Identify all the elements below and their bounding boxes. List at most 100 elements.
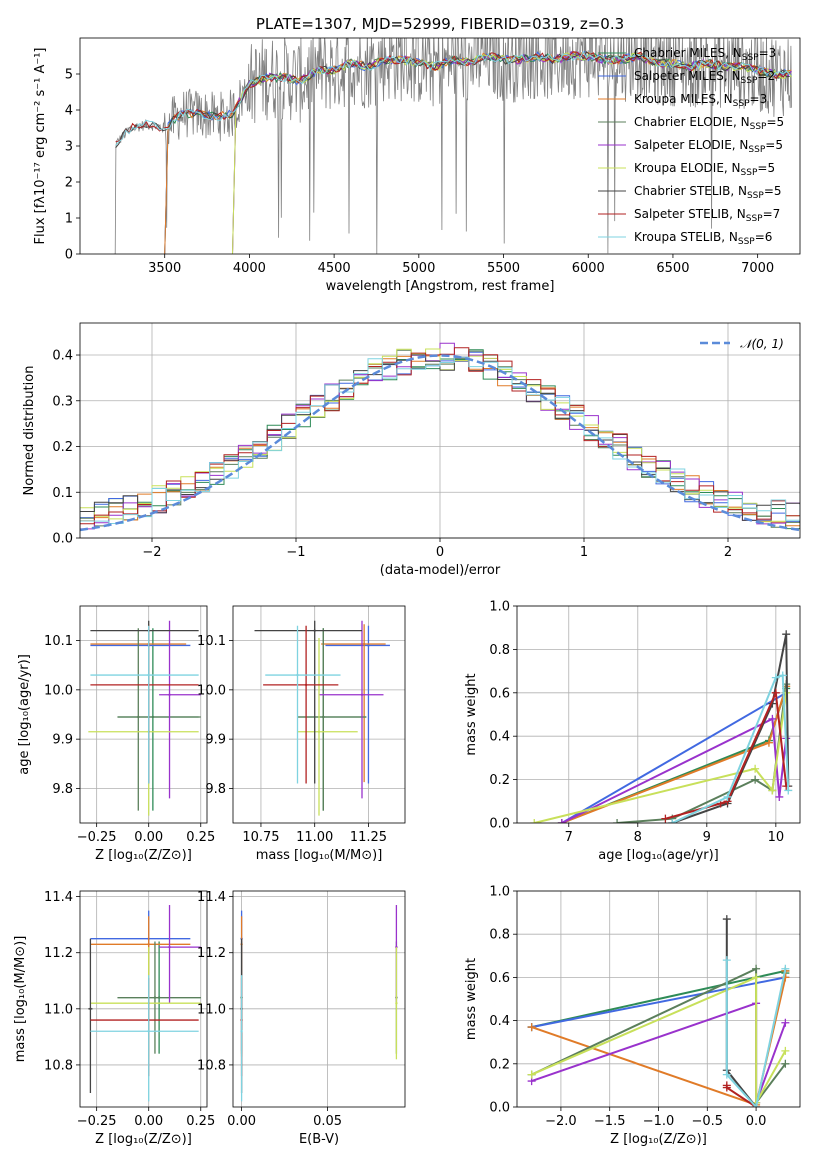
x-tick-label: −0.25 xyxy=(77,1114,117,1129)
weight-marker xyxy=(751,775,760,784)
y-tick-label: 11.4 xyxy=(44,890,73,905)
y-tick-label: 0.0 xyxy=(489,1101,510,1116)
legend-label-8: Kroupa STELIB, NSSP=6 xyxy=(634,230,772,247)
legend-count: =5 xyxy=(764,184,782,198)
data-point-3 xyxy=(153,996,157,999)
model-spectrum-8 xyxy=(115,50,791,146)
y-tick-label: 4 xyxy=(65,104,73,119)
x-tick-label: 4500 xyxy=(318,261,351,276)
y-axis-label: mass [log₁₀(M/M⊙)] xyxy=(13,936,28,1063)
x-axis-label: Z [log₁₀(Z/Z⊙)] xyxy=(95,1132,192,1147)
weight-marker xyxy=(751,764,760,773)
legend-subscript: SSP xyxy=(733,99,750,109)
y-tick-label: 0.0 xyxy=(52,532,73,547)
figure-title: PLATE=1307, MJD=52999, FIBERID=0319, z=0… xyxy=(256,15,624,33)
legend-text: Salpeter ELODIE, N xyxy=(634,138,748,152)
x-tick-label: 0 xyxy=(436,545,444,560)
legend-subscript: SSP xyxy=(741,76,758,86)
legend-subscript: SSP xyxy=(746,214,763,224)
legend-subscript: SSP xyxy=(741,168,758,178)
legend-count: =3 xyxy=(750,92,768,106)
y-tick-label: 9.8 xyxy=(52,782,73,797)
legend-text: Salpeter STELIB, N xyxy=(634,207,746,221)
y-tick-label: 1 xyxy=(65,212,73,227)
legend-count: =7 xyxy=(763,207,781,221)
legend-text: Chabrier MILES, N xyxy=(634,46,742,60)
x-axis-label: E(B-V) xyxy=(299,1132,339,1147)
mass-vs-Z-panel: −0.25 0.00 0.25 10.8 11.0 11.2 11.4 Z [log₁₀(Z/… xyxy=(13,890,215,1147)
y-tick-label: 0.2 xyxy=(52,440,73,455)
data-point-2 xyxy=(147,943,150,946)
weight-marker xyxy=(722,956,731,965)
weight-marker xyxy=(722,915,731,924)
axes-frame xyxy=(79,890,208,1108)
weight-marker xyxy=(781,1046,790,1055)
weight-marker xyxy=(771,688,780,697)
series-area xyxy=(530,630,793,823)
x-tick-label: 10.75 xyxy=(242,830,279,845)
weight-marker xyxy=(784,786,793,795)
weight-marker xyxy=(752,964,761,973)
weight-marker xyxy=(771,673,780,682)
weight-series-1 xyxy=(561,691,787,823)
y-tick-label: 11.2 xyxy=(197,946,226,961)
legend-count: =6 xyxy=(755,230,773,244)
y-tick-label: 0.1 xyxy=(52,486,73,501)
x-axis-label: Z [log₁₀(Z/Z⊙)] xyxy=(610,1132,707,1147)
legend-label-7: Salpeter STELIB, NSSP=7 xyxy=(634,207,780,224)
legend-count: =5 xyxy=(765,138,783,152)
y-tick-label: 10.8 xyxy=(197,1058,226,1073)
x-tick-label: 8 xyxy=(634,830,642,845)
y-tick-label: 10.8 xyxy=(44,1058,73,1073)
legend-count: =2 xyxy=(757,69,775,83)
y-axis-label: mass weight xyxy=(464,673,479,755)
points-area xyxy=(88,905,201,1102)
weight-vs-Z-panel: −2.0 −1.5 −1.0 −0.5 0.0 0.0 0.2 0.4 0.6 0.8 1.0 Z [… xyxy=(464,885,801,1147)
y-axis-label: mass weight xyxy=(464,958,479,1040)
x-tick-label: 1 xyxy=(580,545,588,560)
y-tick-label: 0.4 xyxy=(489,730,510,745)
x-tick-label: −2 xyxy=(142,545,161,560)
x-tick-label: 0.00 xyxy=(227,1114,256,1129)
weight-series-5 xyxy=(534,692,788,823)
legend-label-3: Chabrier ELODIE, NSSP=5 xyxy=(634,115,784,132)
x-tick-label: 9 xyxy=(703,830,711,845)
data-point-4 xyxy=(168,693,171,696)
x-axis-label: wavelength [Angstrom, rest frame] xyxy=(326,279,555,294)
data-point-1 xyxy=(367,644,370,647)
y-tick-label: 0.6 xyxy=(489,686,510,701)
weight-marker xyxy=(530,819,539,823)
y-tick-label: 0.6 xyxy=(489,971,510,986)
x-axis-label: (data-model)/error xyxy=(380,563,501,578)
weight-marker xyxy=(613,819,622,823)
data-point-4 xyxy=(360,693,364,696)
x-axis-label: Z [log₁₀(Z/Z⊙)] xyxy=(95,848,192,863)
points-area xyxy=(254,620,390,816)
legend-subscript: SSP xyxy=(738,237,755,247)
legend-text: Chabrier STELIB, N xyxy=(634,184,747,198)
x-axis-label: age [log₁₀(age/yr)] xyxy=(598,848,719,863)
points-area xyxy=(240,905,398,1102)
data-point-8 xyxy=(296,673,299,677)
legend-label-1: Salpeter MILES, NSSP=2 xyxy=(634,69,775,86)
y-tick-label: 9.8 xyxy=(205,782,226,797)
y-tick-label: 10.0 xyxy=(197,683,226,698)
y-tick-label: 0.8 xyxy=(489,643,510,658)
y-tick-label: 11.2 xyxy=(44,946,73,961)
mass-vs-ebv-panel: 0.00 0.05 10.8 11.0 11.2 11.4 E(B-V) xyxy=(197,890,406,1147)
y-tick-label: 0 xyxy=(65,248,73,263)
data-point-8 xyxy=(147,673,150,677)
y-tick-label: 5 xyxy=(65,68,73,83)
legend-label-0: Chabrier MILES, NSSP=3 xyxy=(634,46,776,63)
data-point-5 xyxy=(317,730,321,733)
y-axis-label: age [log₁₀(age/yr)] xyxy=(17,654,32,775)
observed-spectrum xyxy=(113,38,792,254)
age-vs-Z-panel: −0.25 0.00 0.25 9.8 9.9 10.0 10.1 Z [log₁₀(Z/Z⊙… xyxy=(17,605,215,863)
legend-subscript: SSP xyxy=(750,122,767,132)
legend-subscript: SSP xyxy=(742,53,759,63)
data-point-8 xyxy=(240,1030,243,1033)
data-point-6 xyxy=(313,629,316,632)
weight-marker xyxy=(752,1103,761,1107)
y-tick-label: 0.4 xyxy=(489,1014,510,1029)
